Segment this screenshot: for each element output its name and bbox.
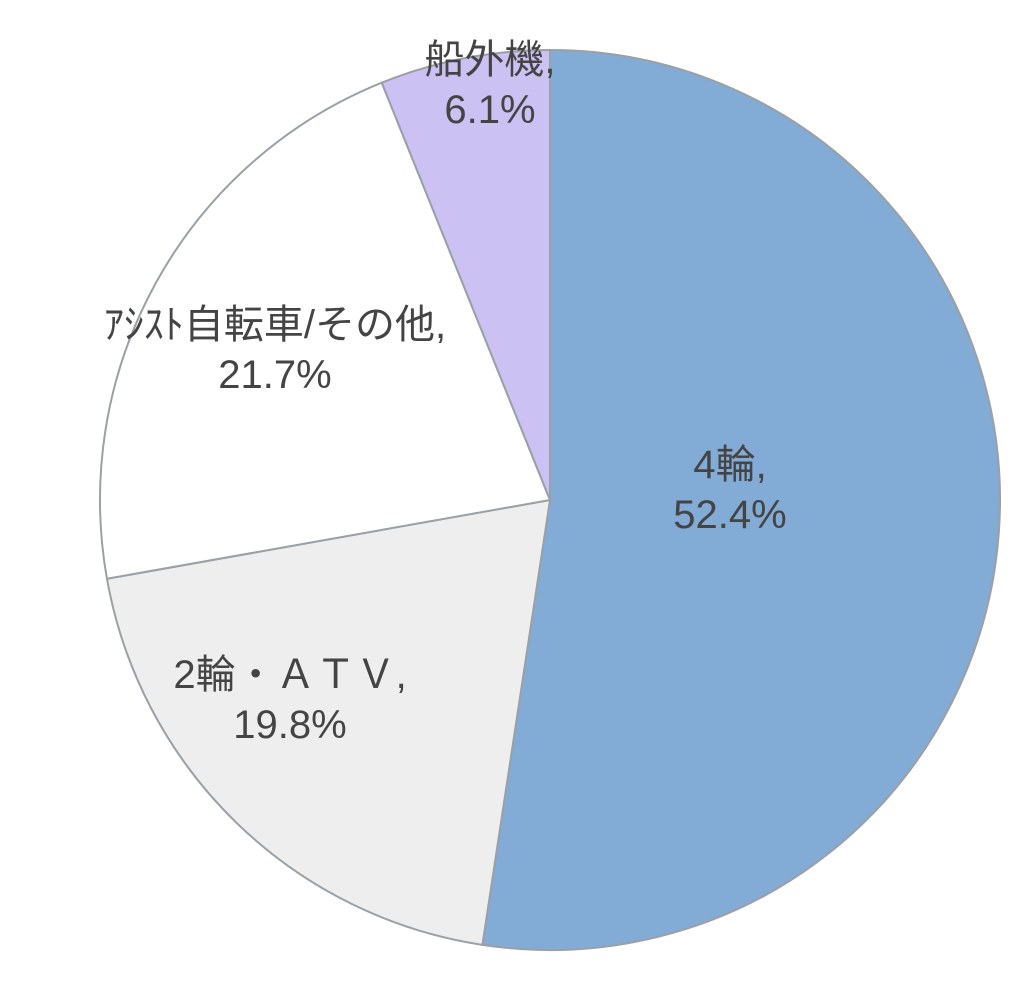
pie-chart-container: 4輪,52.4% 2輪・ＡＴＶ,19.8% ｱｼｽﾄ自転車/その他,21.7% 船外機… <box>0 0 1036 1000</box>
pie-label-four-wheel: 4輪,52.4% <box>673 440 786 540</box>
label-line-1: ｱｼｽﾄ自転車/その他, <box>104 300 446 350</box>
label-line-2: 19.8% <box>173 700 406 750</box>
label-line-2: 52.4% <box>673 490 786 540</box>
pie-label-outboard: 船外機,6.1% <box>424 35 555 135</box>
pie-label-two-wheel-atv: 2輪・ＡＴＶ,19.8% <box>173 650 406 750</box>
label-line-1: 2輪・ＡＴＶ, <box>173 650 406 700</box>
label-line-2: 6.1% <box>424 85 555 135</box>
label-line-2: 21.7% <box>104 350 446 400</box>
label-line-1: 船外機, <box>424 35 555 85</box>
pie-chart-svg <box>0 0 1036 1000</box>
pie-label-assist-bike-other: ｱｼｽﾄ自転車/その他,21.7% <box>104 300 446 400</box>
label-line-1: 4輪, <box>673 440 786 490</box>
